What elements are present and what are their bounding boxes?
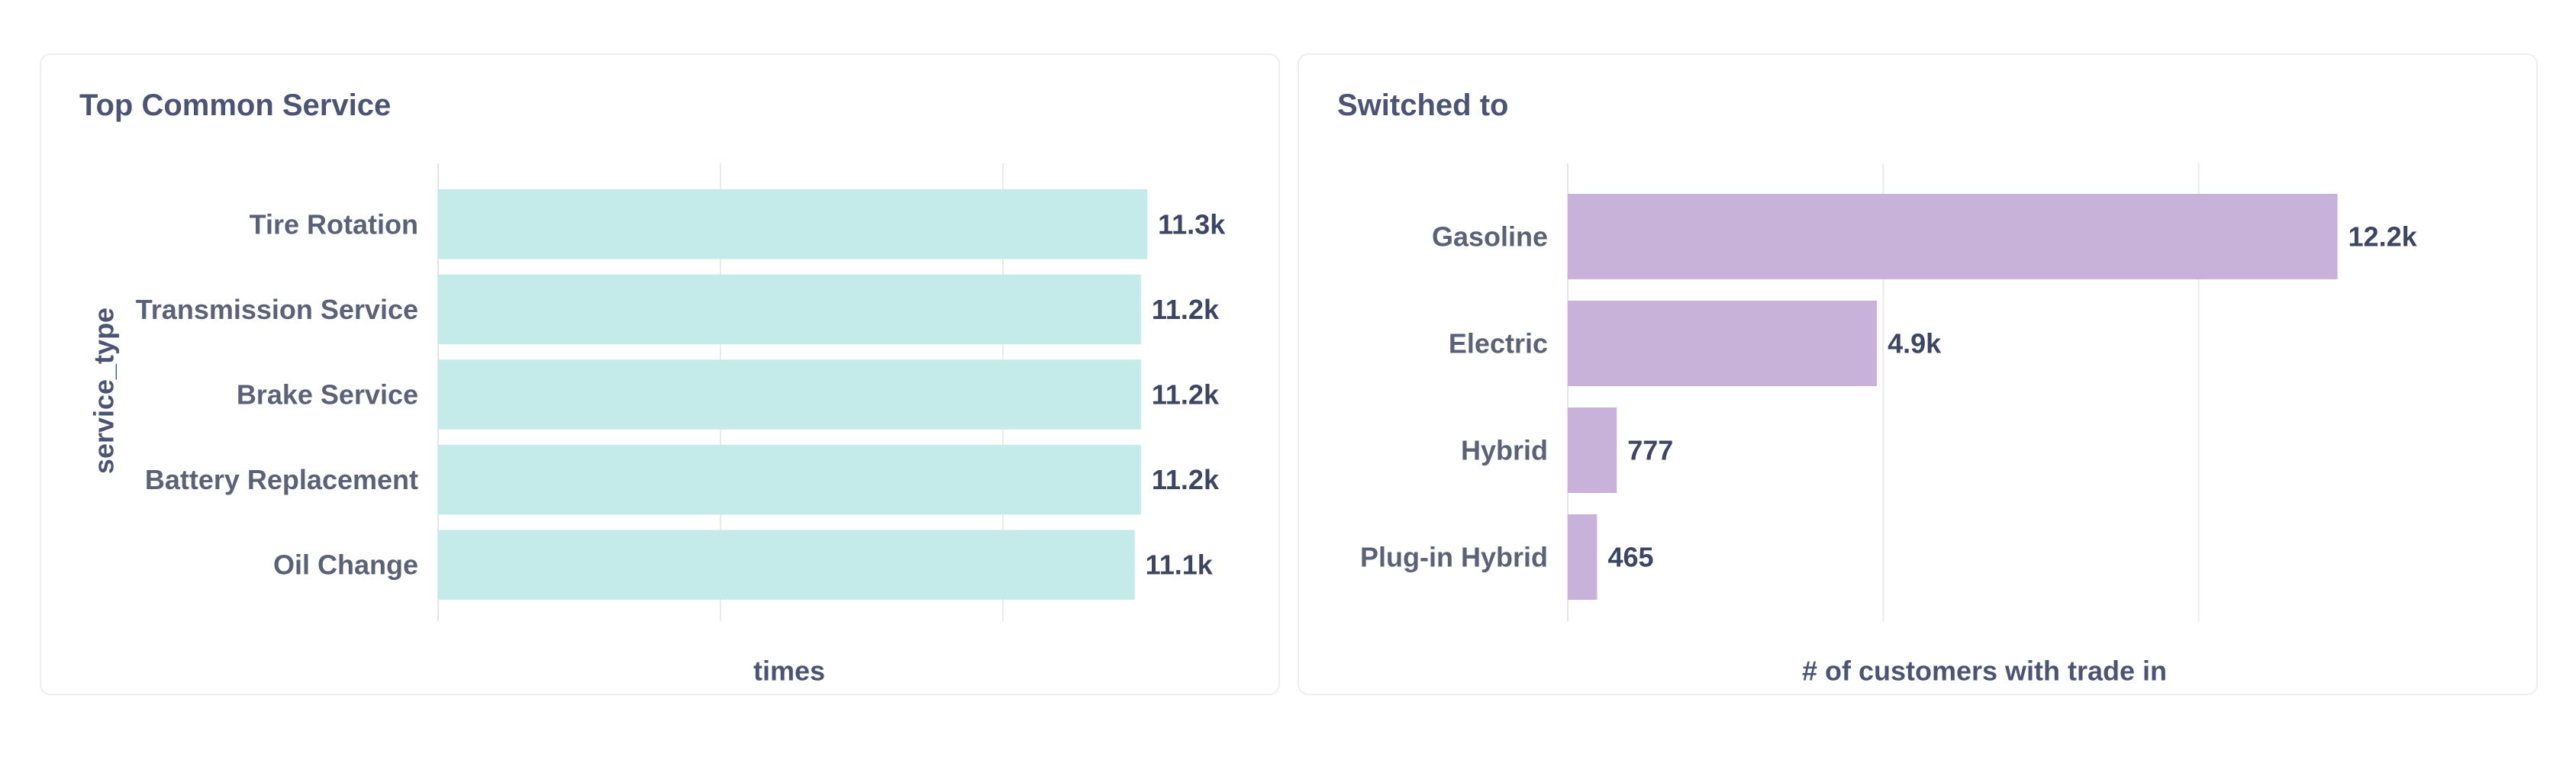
category-label: Tire Rotation	[250, 208, 418, 240]
data-label: 11.2k	[1152, 294, 1220, 325]
x-axis-title: times	[753, 656, 825, 687]
data-label: 11.1k	[1146, 549, 1214, 581]
data-label: 777	[1627, 435, 1673, 466]
data-label: 11.2k	[1152, 464, 1220, 495]
bar[interactable]	[1568, 301, 1878, 386]
category-label: Battery Replacement	[145, 464, 418, 495]
category-label: Gasoline	[1432, 221, 1548, 253]
data-label: 11.3k	[1158, 208, 1226, 240]
data-label: 11.2k	[1152, 379, 1220, 411]
category-label: Hybrid	[1461, 435, 1548, 466]
bar-chart-top-common-service: Tire Rotation 11.3k Transmission Service 11…	[89, 163, 1226, 687]
bar[interactable]	[1568, 407, 1617, 493]
bar[interactable]	[1568, 514, 1598, 600]
bar[interactable]	[438, 444, 1141, 515]
category-label: Brake Service	[237, 379, 418, 411]
bar[interactable]	[1568, 194, 2338, 279]
category-label: Plug-in Hybrid	[1360, 542, 1548, 573]
bar[interactable]	[438, 530, 1135, 600]
chart-card-top-common-service: Top Common Service Tire Rotation 11.3k Tra…	[40, 53, 1280, 695]
bar[interactable]	[438, 359, 1141, 430]
data-label: 12.2k	[2349, 221, 2418, 253]
x-axis-title: # of customers with trade in	[1802, 656, 2167, 687]
data-label: 465	[1607, 542, 1653, 573]
chart-title: Switched to	[1337, 89, 1509, 122]
category-label: Transmission Service	[136, 294, 418, 325]
category-label: Oil Change	[273, 549, 418, 581]
bar-chart-switched-to: Gasoline 12.2k Electric 4.9k Hybrid 777 Plug-i…	[1360, 163, 2418, 687]
bar[interactable]	[438, 189, 1148, 259]
category-label: Electric	[1449, 328, 1548, 359]
chart-title: Top Common Service	[79, 89, 392, 122]
bar[interactable]	[438, 274, 1141, 345]
data-label: 4.9k	[1888, 328, 1942, 359]
y-axis-title: service_type	[89, 308, 120, 474]
chart-card-switched-to: Switched to Gasoline 12.2k Electric 4.9k Hyb…	[1298, 53, 2538, 695]
